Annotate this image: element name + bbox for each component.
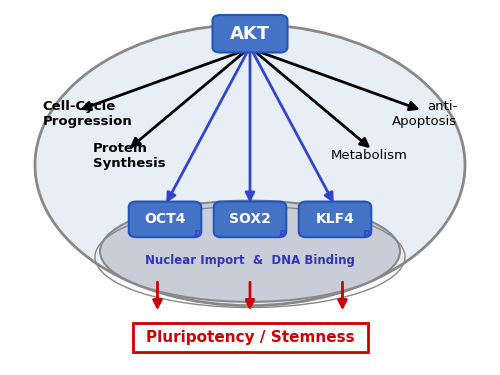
FancyBboxPatch shape bbox=[132, 323, 368, 352]
Text: KLF4: KLF4 bbox=[316, 212, 354, 226]
Text: Nuclear Import  &  DNA Binding: Nuclear Import & DNA Binding bbox=[145, 254, 355, 267]
Text: P: P bbox=[363, 230, 370, 240]
FancyBboxPatch shape bbox=[212, 15, 288, 52]
Text: anti-
Apoptosis: anti- Apoptosis bbox=[392, 100, 458, 128]
Text: OCT4: OCT4 bbox=[144, 212, 186, 226]
FancyBboxPatch shape bbox=[299, 202, 371, 237]
Ellipse shape bbox=[100, 201, 400, 302]
FancyBboxPatch shape bbox=[129, 202, 201, 237]
Text: Protein
Synthesis: Protein Synthesis bbox=[92, 142, 165, 170]
Text: P: P bbox=[194, 230, 201, 240]
FancyBboxPatch shape bbox=[214, 202, 286, 237]
Ellipse shape bbox=[35, 24, 465, 306]
Text: Cell-Cycle
Progression: Cell-Cycle Progression bbox=[42, 100, 132, 128]
Text: AKT: AKT bbox=[230, 25, 270, 43]
Text: P: P bbox=[279, 230, 286, 240]
Text: SOX2: SOX2 bbox=[229, 212, 271, 226]
Text: Metabolism: Metabolism bbox=[330, 149, 407, 162]
Text: Pluripotency / Stemness: Pluripotency / Stemness bbox=[146, 330, 354, 345]
